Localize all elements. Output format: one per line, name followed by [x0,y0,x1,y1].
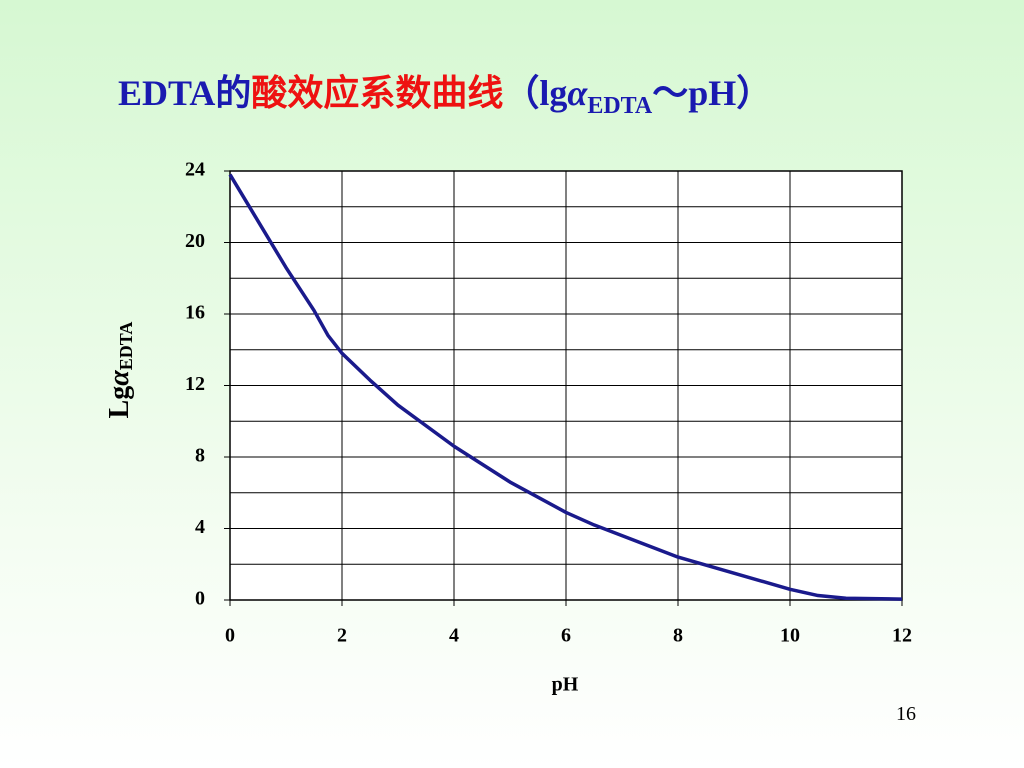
y-tick-label: 20 [185,230,205,252]
x-axis-label: pH [552,674,579,696]
y-label-subscript: EDTA [116,322,136,371]
title-symbol: α [567,73,588,113]
title-subscript: EDTA [587,93,653,119]
slide-title: EDTA的酸效应系数曲线（lgαEDTA～pH） [118,64,772,120]
plot-border [229,170,903,601]
x-tick-label: 0 [225,625,235,647]
page-number: 16 [896,703,916,725]
y-tick-label: 0 [195,588,205,610]
x-tick-label: 10 [780,625,800,647]
x-tick-label: 2 [337,625,347,647]
y-label-text: Lg [104,386,135,419]
y-tick-label: 12 [185,373,205,395]
y-tick-label: 24 [185,159,205,181]
x-tick-label: 8 [673,625,683,647]
x-tick-label: 6 [561,625,571,647]
y-tick-label: 8 [195,445,205,467]
y-tick-label: 4 [195,516,205,538]
y-tick-label: 16 [185,302,205,324]
title-highlight: 酸效应系数曲线 [251,73,504,113]
title-text: EDTA的 [118,73,252,113]
title-text: ～pH） [652,73,773,113]
title-text: （lg [503,73,568,113]
y-label-symbol: α [104,370,135,386]
x-tick-label: 4 [449,625,459,647]
line-series [228,173,903,601]
y-axis-label: LgαEDTA [104,322,136,419]
x-tick-label: 12 [892,625,912,647]
